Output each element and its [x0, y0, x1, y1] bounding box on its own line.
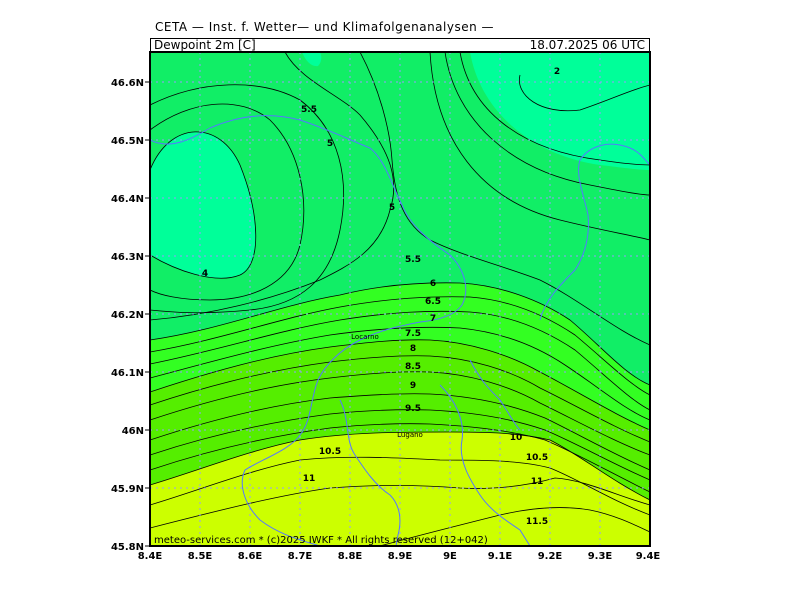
contour-label: 5	[389, 203, 395, 213]
lon-label: 8.4E	[138, 551, 163, 562]
contour-label: 5.5	[405, 255, 421, 265]
contour-label: 11	[303, 474, 316, 484]
lon-label: 9.1E	[488, 551, 513, 562]
chart-header-title: CETA — Inst. f. Wetter— und Klimafolgena…	[155, 20, 495, 34]
contour-label: 4	[202, 269, 208, 279]
band-2-4-w	[150, 131, 256, 279]
lat-label: 46.4N	[111, 194, 144, 205]
contour-label: 5.5	[301, 105, 317, 115]
lon-label: 9.4E	[636, 551, 661, 562]
contour-label: 5	[327, 139, 333, 149]
contour-label: 8.5	[405, 362, 421, 372]
plot-frame	[149, 51, 651, 547]
contour-label: 9	[410, 381, 416, 391]
lat-label: 46.5N	[111, 136, 144, 147]
band-10-12	[150, 432, 650, 546]
lat-label: 46.6N	[111, 78, 144, 89]
contour-label: 7	[430, 314, 436, 324]
lat-label: 46.3N	[111, 252, 144, 263]
filled-field	[150, 52, 650, 546]
lat-label: 46.2N	[111, 310, 144, 321]
contour-label: 6	[430, 279, 436, 289]
contour-label: 10.5	[319, 447, 341, 457]
lon-label: 8.9E	[388, 551, 413, 562]
contour-label: 6.5	[425, 297, 441, 307]
city-label-lugano: Lugano	[397, 431, 423, 439]
lat-label: 46N	[122, 426, 144, 437]
lon-label: 9.3E	[588, 551, 613, 562]
lon-label: 8.6E	[238, 551, 263, 562]
contour-label: 8	[410, 344, 416, 354]
country-border	[150, 115, 650, 546]
band-2-4-top	[302, 52, 322, 67]
lon-label: 8.5E	[188, 551, 213, 562]
lon-label: 9E	[443, 551, 457, 562]
contour-label: 11	[531, 477, 544, 487]
contour-label: 11.5	[526, 517, 548, 527]
contour-label: 2	[554, 67, 560, 77]
lat-label: 46.1N	[111, 368, 144, 379]
tick-marks	[145, 81, 150, 547]
contour-label: 10	[510, 433, 523, 443]
copyright-credit: meteo-services.com * (c)2025 IWKF * All …	[154, 535, 488, 546]
lat-label: 45.9N	[111, 484, 144, 495]
contour-value-labels: 2 4 5 5 5.5 5 5.5 6 6.5 7 7.5 8 8.5 9 9.…	[202, 67, 560, 527]
band-2-4-ne	[470, 52, 650, 170]
contour-label: 10.5	[526, 453, 548, 463]
contour-label: 7.5	[405, 329, 421, 339]
latitude-labels: 46.6N 46.5N 46.4N 46.3N 46.2N 46.1N 46N …	[111, 78, 144, 553]
lon-label: 9.2E	[538, 551, 563, 562]
valid-time: 18.07.2025 06 UTC	[529, 38, 645, 52]
contour-label: 9.5	[405, 404, 421, 414]
lon-label: 8.7E	[288, 551, 313, 562]
field-label: Dewpoint 2m [C]	[154, 38, 256, 52]
lat-label: 45.8N	[111, 542, 144, 553]
lon-label: 8.8E	[338, 551, 363, 562]
longitude-labels: 8.4E 8.5E 8.6E 8.7E 8.8E 8.9E 9E 9.1E 9.…	[138, 551, 661, 562]
city-label-locarno: Locarno	[351, 333, 379, 341]
